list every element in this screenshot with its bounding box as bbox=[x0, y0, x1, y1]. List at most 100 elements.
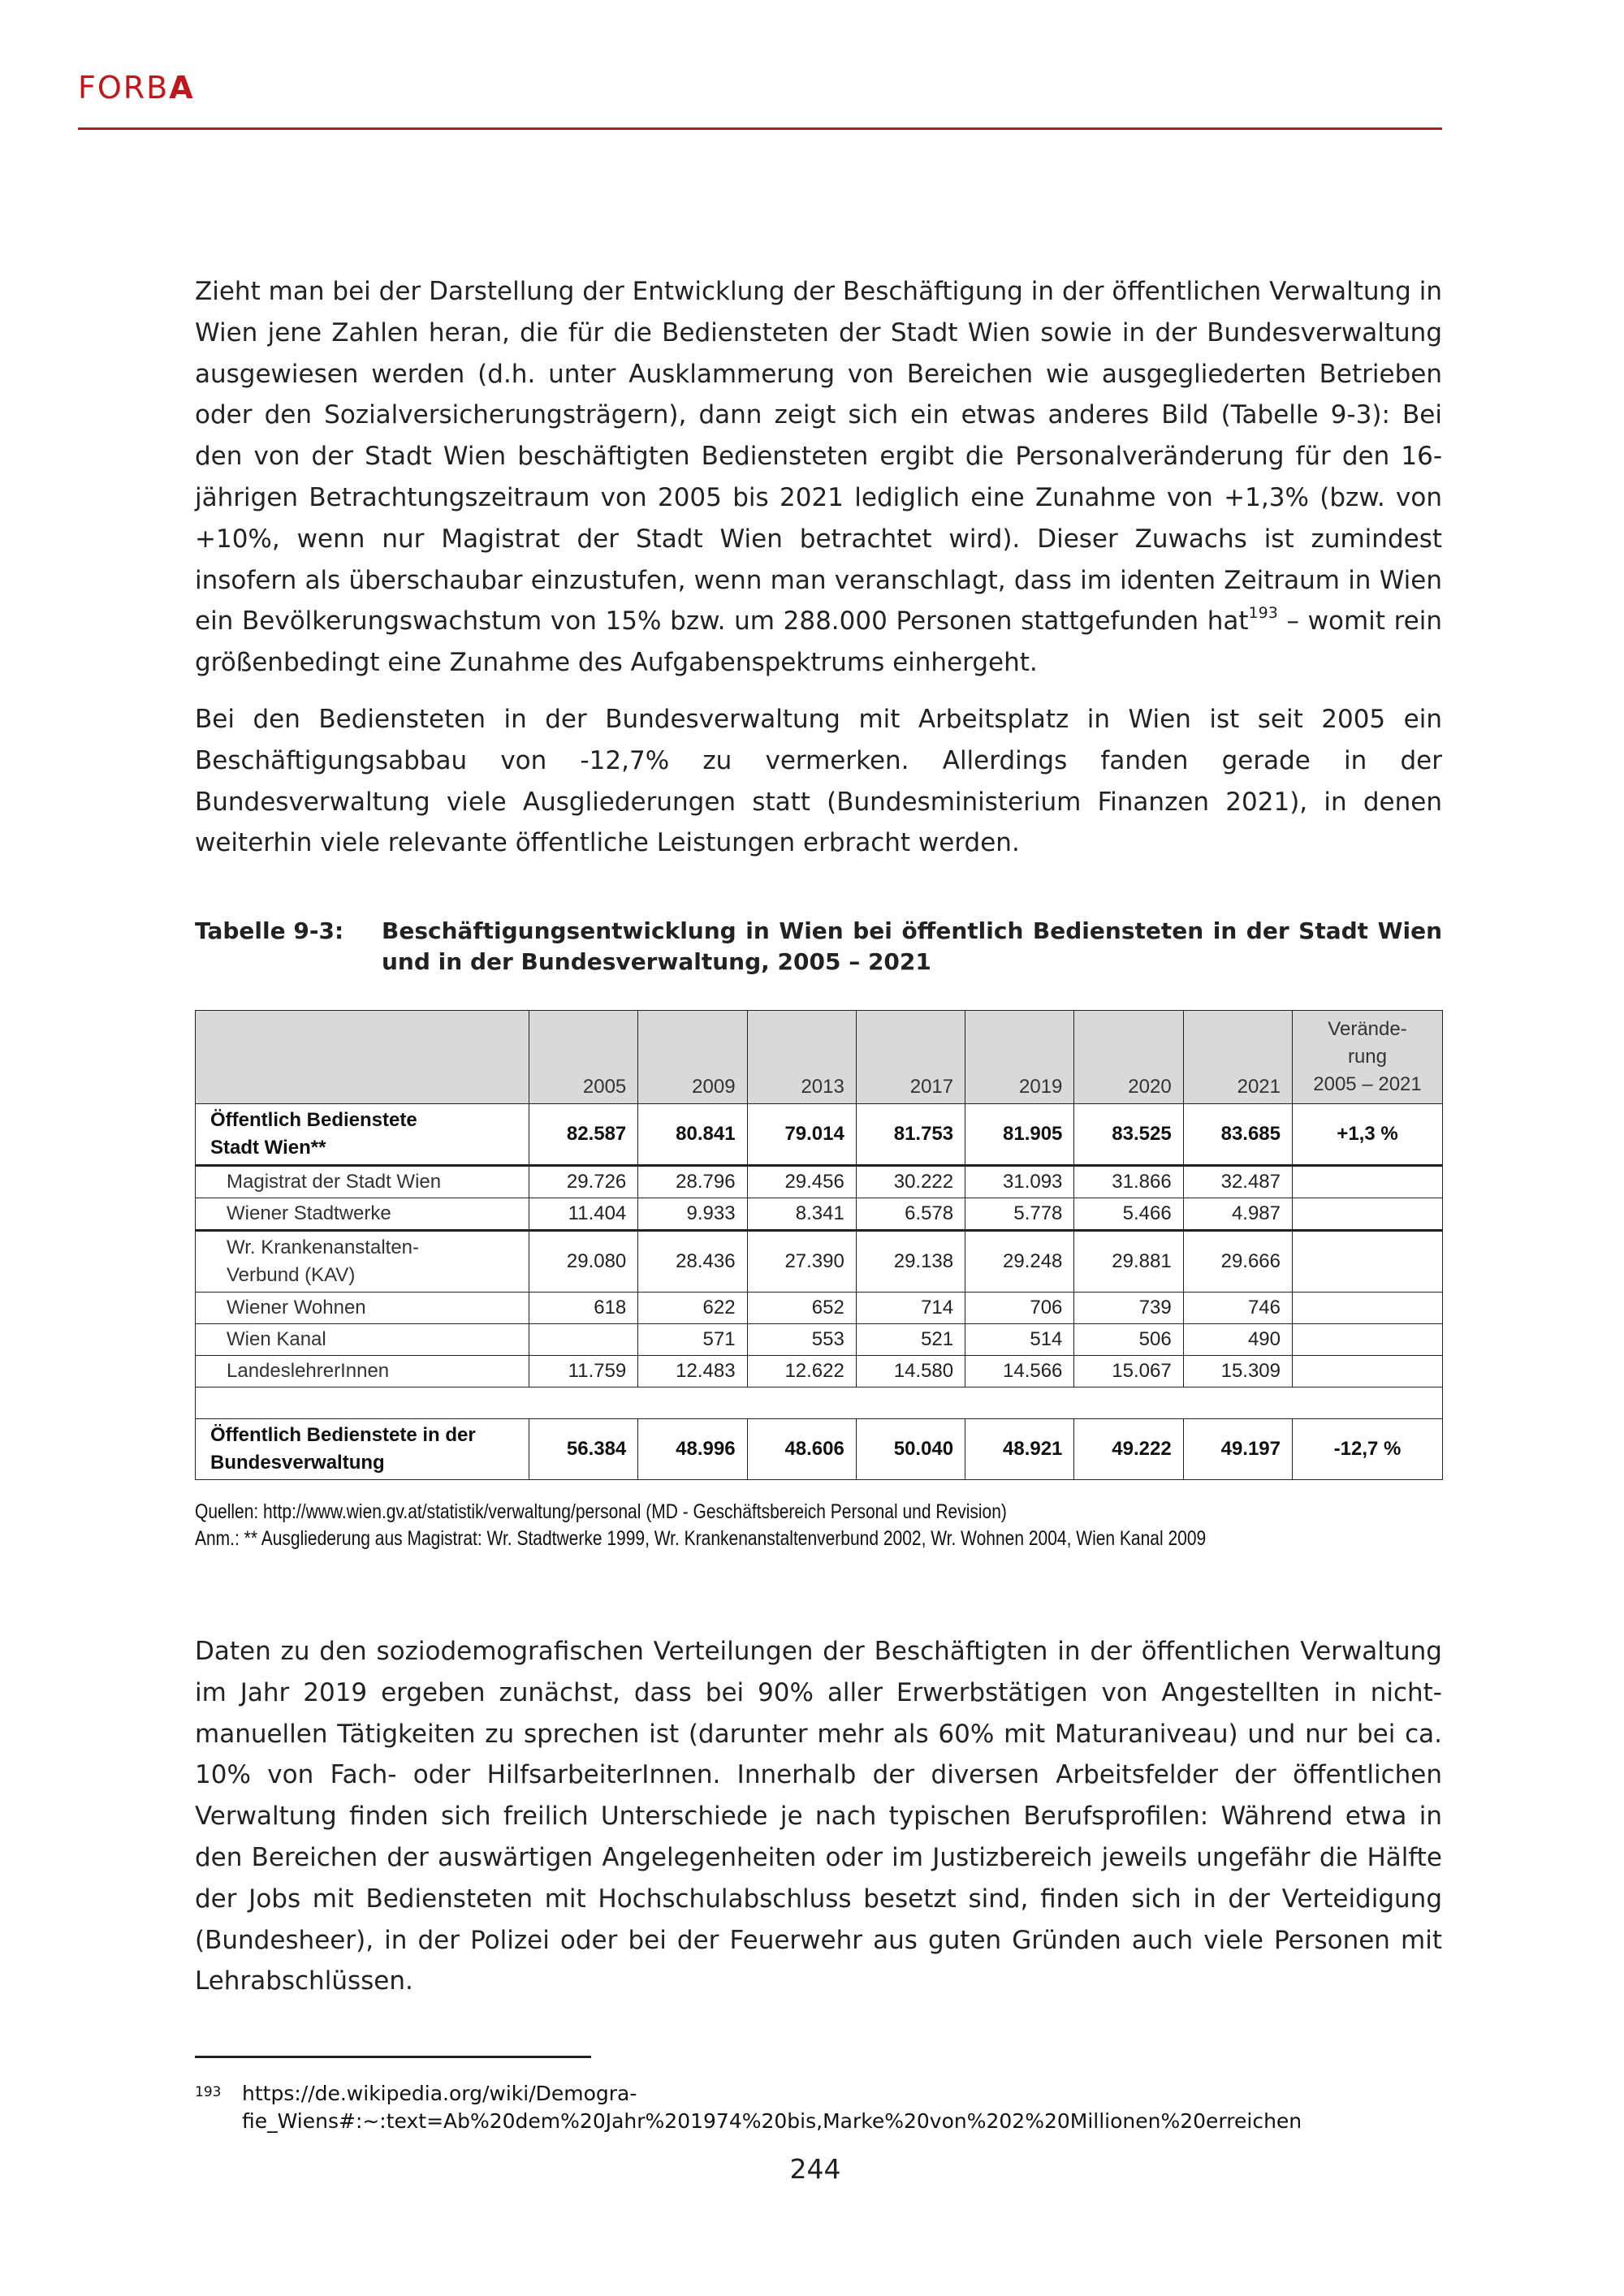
change-cell bbox=[1292, 1292, 1443, 1324]
value-cell bbox=[528, 1323, 639, 1356]
header-year: 2017 bbox=[855, 1010, 966, 1104]
value-cell: 12.483 bbox=[637, 1355, 748, 1388]
value-cell: 11.759 bbox=[528, 1355, 639, 1388]
value-cell: 5.778 bbox=[965, 1198, 1075, 1232]
value-cell: 714 bbox=[855, 1292, 966, 1324]
change-cell bbox=[1292, 1198, 1443, 1232]
table-caption: Tabelle 9-3: Beschäftigungsentwicklung i… bbox=[195, 916, 1442, 978]
footnote-link-line2[interactable]: fie_Wiens#:~:text=Ab%20dem%20Jahr%201974… bbox=[242, 2109, 1302, 2133]
row-label: Wiener Stadtwerke bbox=[195, 1198, 529, 1232]
table-row: Magistrat der Stadt Wien 29.726 28.796 29.4… bbox=[195, 1165, 1443, 1198]
value-cell: 83.685 bbox=[1182, 1103, 1294, 1167]
value-cell: 553 bbox=[746, 1323, 857, 1356]
footnote-number: 193 bbox=[195, 2084, 222, 2100]
value-cell: 5.466 bbox=[1073, 1198, 1184, 1232]
value-cell: 56.384 bbox=[528, 1418, 639, 1480]
value-cell: 29.456 bbox=[746, 1165, 857, 1198]
paragraph-text: – womit rein größenbedingt eine Zunahme … bbox=[195, 606, 1442, 678]
header-change-line: 2005 – 2021 bbox=[1313, 1073, 1422, 1095]
header-rule bbox=[78, 127, 1442, 130]
header-year: 2005 bbox=[528, 1010, 639, 1104]
header-change: Verände-rung 2005 – 2021 bbox=[1292, 1010, 1443, 1104]
value-cell: 48.921 bbox=[965, 1418, 1075, 1480]
header-change-line: Verände- bbox=[1328, 1018, 1407, 1040]
value-cell: 9.933 bbox=[637, 1198, 748, 1232]
value-cell: 31.866 bbox=[1073, 1165, 1184, 1198]
table-row: Wr. Krankenanstalten- Verbund (KAV) 29.080… bbox=[195, 1230, 1443, 1293]
brand-text: FORB bbox=[78, 70, 170, 106]
table-sources: Quellen: http://www.wien.gv.at/statistik… bbox=[195, 1500, 1007, 1523]
paragraph-text: Zieht man bei der Darstellung der Entwic… bbox=[195, 277, 1442, 637]
row-label-line: Magistrat der Stadt Wien bbox=[227, 1171, 442, 1193]
value-cell: 82.587 bbox=[528, 1103, 639, 1167]
row-label: Öffentlich Bedienstete Stadt Wien** bbox=[195, 1103, 529, 1167]
value-cell: 12.622 bbox=[746, 1355, 857, 1388]
change-cell bbox=[1292, 1355, 1443, 1388]
value-cell: 514 bbox=[965, 1323, 1075, 1356]
value-cell: 30.222 bbox=[855, 1165, 966, 1198]
value-cell: 31.093 bbox=[965, 1165, 1075, 1198]
table-row: Öffentlich Bedienstete Stadt Wien** 82.587… bbox=[195, 1103, 1443, 1167]
value-cell: 32.487 bbox=[1182, 1165, 1294, 1198]
paragraph-2: Bei den Bediensteten in der Bundesverwal… bbox=[195, 705, 1442, 858]
footnote-ref[interactable]: 193 bbox=[1248, 604, 1278, 623]
value-cell: 29.666 bbox=[1182, 1230, 1294, 1293]
value-cell: 28.436 bbox=[637, 1230, 748, 1293]
row-label: Wiener Wohnen bbox=[195, 1292, 529, 1324]
table-row: Wien Kanal 571 553 521 514 506 490 bbox=[195, 1323, 1443, 1356]
row-label-line: Öffentlich Bedienstete in der bbox=[210, 1424, 476, 1446]
header-year: 2019 bbox=[965, 1010, 1075, 1104]
brand-logo: FORBA bbox=[78, 70, 195, 106]
value-cell: 490 bbox=[1182, 1323, 1294, 1356]
table-header-row: 2005 2009 2013 2017 2019 2020 2021 Verände-rung… bbox=[195, 1010, 1443, 1104]
caption-text: Beschäftigungsentwicklung in Wien bei öf… bbox=[382, 917, 1442, 975]
value-cell: 746 bbox=[1182, 1292, 1294, 1324]
row-label-line: Wr. Krankenanstalten- bbox=[227, 1236, 420, 1258]
table-row: Öffentlich Bedienstete in der Bundesverwa… bbox=[195, 1418, 1443, 1480]
value-cell: 618 bbox=[528, 1292, 639, 1324]
value-cell: 14.566 bbox=[965, 1355, 1075, 1388]
header-year: 2013 bbox=[746, 1010, 857, 1104]
brand-text-bold: A bbox=[169, 70, 195, 106]
row-label: LandeslehrerInnen bbox=[195, 1355, 529, 1388]
footnote-rule bbox=[195, 2056, 591, 2058]
value-cell: 8.341 bbox=[746, 1198, 857, 1232]
header-year: 2020 bbox=[1073, 1010, 1184, 1104]
table-row: LandeslehrerInnen 11.759 12.483 12.622 14.58… bbox=[195, 1355, 1443, 1388]
row-label: Öffentlich Bedienstete in der Bundesverwa… bbox=[195, 1418, 529, 1480]
header-year: 2009 bbox=[637, 1010, 748, 1104]
value-cell: 28.796 bbox=[637, 1165, 748, 1198]
value-cell: 49.197 bbox=[1182, 1418, 1294, 1480]
value-cell: 652 bbox=[746, 1292, 857, 1324]
header-change-line: rung bbox=[1347, 1046, 1388, 1068]
value-cell: 4.987 bbox=[1182, 1198, 1294, 1232]
table-row: Wiener Stadtwerke 11.404 9.933 8.341 6.578 5.… bbox=[195, 1198, 1443, 1232]
row-label-line: Verbund (KAV) bbox=[227, 1264, 356, 1286]
paragraph-3: Daten zu den soziodemografischen Verteil… bbox=[195, 1637, 1442, 1996]
table-note: Anm.: ** Ausgliederung aus Magistrat: Wr… bbox=[195, 1527, 1207, 1550]
page-number: 244 bbox=[789, 2153, 841, 2185]
row-label-line: LandeslehrerInnen bbox=[227, 1360, 390, 1382]
value-cell: 81.753 bbox=[855, 1103, 966, 1167]
paragraph-1: Zieht man bei der Darstellung der Entwic… bbox=[195, 271, 1442, 684]
value-cell: 6.578 bbox=[855, 1198, 966, 1232]
value-cell: 80.841 bbox=[637, 1103, 748, 1167]
value-cell: 48.606 bbox=[746, 1418, 857, 1480]
row-label-line: Stadt Wien** bbox=[210, 1137, 326, 1159]
value-cell: 50.040 bbox=[855, 1418, 966, 1480]
value-cell: 739 bbox=[1073, 1292, 1184, 1324]
footnote-link-line1[interactable]: https://de.wikipedia.org/wiki/Demogra- bbox=[242, 2082, 637, 2105]
caption-label: Tabelle 9-3: bbox=[195, 917, 344, 944]
row-label-line: Bundesverwaltung bbox=[210, 1452, 385, 1474]
value-cell: 11.404 bbox=[528, 1198, 639, 1232]
header-label-cell bbox=[195, 1010, 529, 1104]
change-cell bbox=[1292, 1165, 1443, 1198]
value-cell: 29.080 bbox=[528, 1230, 639, 1293]
change-cell: -12,7 % bbox=[1292, 1418, 1443, 1480]
table-row: Wiener Wohnen 618 622 652 714 706 739 746 bbox=[195, 1292, 1443, 1324]
change-cell: +1,3 % bbox=[1292, 1103, 1443, 1167]
value-cell: 14.580 bbox=[855, 1355, 966, 1388]
value-cell: 81.905 bbox=[965, 1103, 1075, 1167]
value-cell: 15.067 bbox=[1073, 1355, 1184, 1388]
value-cell: 83.525 bbox=[1073, 1103, 1184, 1167]
